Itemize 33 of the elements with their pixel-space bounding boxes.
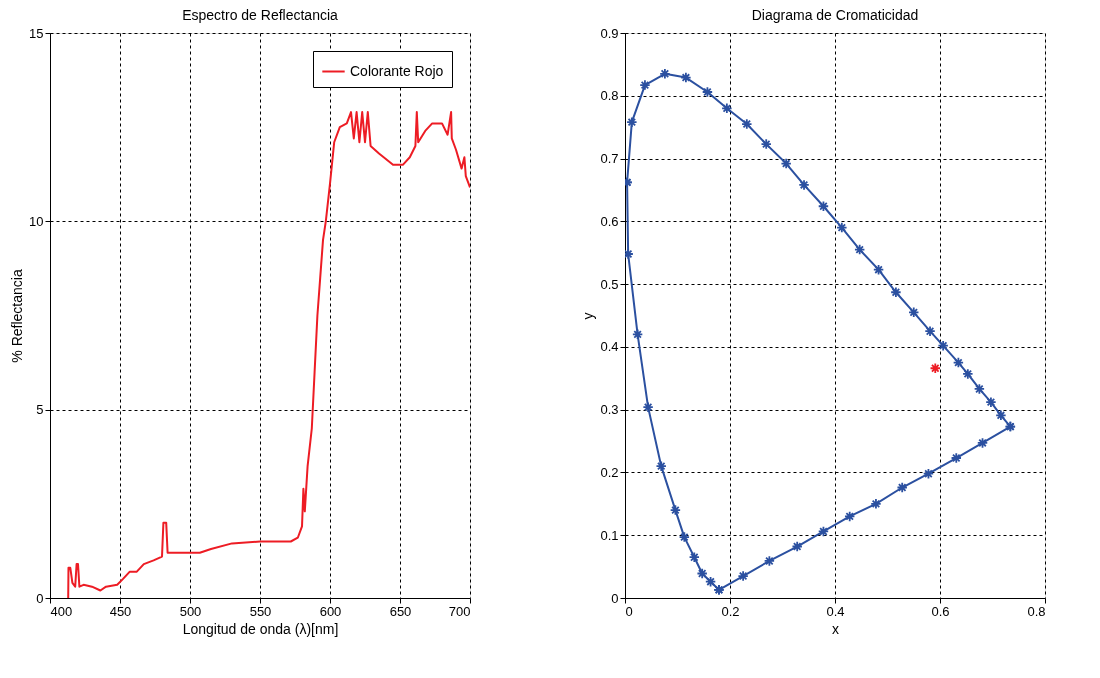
y-axis-title: % Reflectancia	[9, 269, 26, 363]
y-tick-label: 0	[36, 590, 44, 606]
x-tick-label: 400	[50, 603, 73, 619]
x-tick-label: 0.2	[721, 603, 740, 619]
y-tick-label: 0	[611, 590, 619, 606]
y-tick-label: 15	[29, 25, 44, 41]
y-tick-label: 0.2	[600, 464, 619, 480]
x-tick-label: 0.8	[1027, 603, 1046, 619]
x-axis-title: x	[832, 620, 839, 637]
x-tick-label: 0.4	[826, 603, 845, 619]
x-tick-label: 700	[448, 603, 471, 619]
y-tick-label: 0.6	[600, 213, 619, 229]
y-axis-title: y	[580, 312, 597, 320]
chart-title: Espectro de Reflectancia	[182, 7, 339, 23]
y-tick-label: 0.3	[600, 402, 619, 418]
chart-title: Diagrama de Cromaticidad	[751, 7, 919, 23]
x-tick-label: 650	[389, 603, 412, 619]
y-tick-label: 0.1	[600, 527, 619, 543]
legend-label: Colorante Rojo	[350, 62, 444, 79]
y-tick-label: 0.7	[600, 151, 619, 167]
x-tick-label: 550	[249, 603, 272, 619]
x-tick-label: 450	[109, 603, 132, 619]
x-tick-label: 600	[319, 603, 342, 619]
y-tick-label: 10	[29, 213, 44, 229]
y-tick-label: 0.4	[600, 339, 619, 355]
y-tick-label: 0.8	[600, 88, 619, 104]
y-tick-label: 0.5	[600, 276, 619, 292]
x-tick-label: 0.6	[931, 603, 950, 619]
x-tick-label: 500	[179, 603, 202, 619]
y-tick-label: 5	[36, 402, 44, 418]
y-tick-label: 0.9	[600, 25, 619, 41]
x-axis-title: Longitud de onda (λ)[nm]	[182, 620, 339, 637]
x-tick-label: 0	[625, 603, 633, 619]
